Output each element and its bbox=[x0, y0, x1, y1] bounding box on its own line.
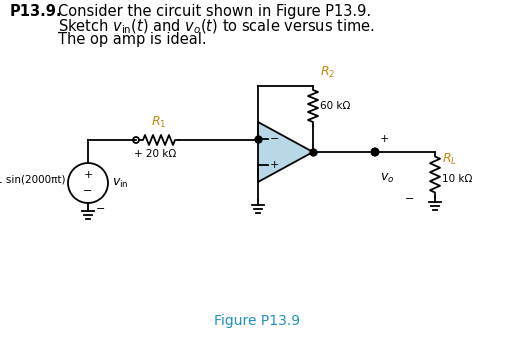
Text: $R_1$: $R_1$ bbox=[151, 115, 167, 130]
Text: +: + bbox=[83, 170, 93, 180]
Text: −: − bbox=[83, 185, 93, 195]
Text: The op amp is ideal.: The op amp is ideal. bbox=[58, 32, 207, 47]
Text: Sketch $v_{\rm in}(t)$ and $v_o(t)$ to scale versus time.: Sketch $v_{\rm in}(t)$ and $v_o(t)$ to s… bbox=[58, 18, 375, 37]
Polygon shape bbox=[258, 122, 313, 182]
Text: $R_2$: $R_2$ bbox=[320, 65, 335, 80]
Text: 10 kΩ: 10 kΩ bbox=[442, 174, 472, 184]
Circle shape bbox=[372, 149, 378, 155]
Text: + 20 kΩ: + 20 kΩ bbox=[134, 149, 176, 159]
Text: −: − bbox=[406, 194, 415, 204]
Text: P13.9.: P13.9. bbox=[10, 4, 63, 19]
Text: −: − bbox=[270, 134, 280, 144]
Text: 1 sin(2000πt): 1 sin(2000πt) bbox=[0, 174, 65, 184]
Text: +: + bbox=[380, 134, 390, 144]
Text: Figure P13.9: Figure P13.9 bbox=[214, 314, 300, 328]
Text: +: + bbox=[270, 160, 280, 170]
Text: $v_o$: $v_o$ bbox=[380, 172, 394, 185]
Text: $R_L$: $R_L$ bbox=[442, 152, 457, 167]
Text: $v_{\mathrm{in}}$: $v_{\mathrm{in}}$ bbox=[112, 176, 128, 189]
Text: 60 kΩ: 60 kΩ bbox=[320, 101, 351, 111]
Text: −: − bbox=[96, 204, 105, 214]
Text: Consider the circuit shown in Figure P13.9.: Consider the circuit shown in Figure P13… bbox=[58, 4, 371, 19]
